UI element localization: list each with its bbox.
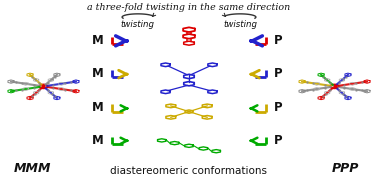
Text: diastereomeric conformations: diastereomeric conformations	[110, 165, 268, 176]
Text: twisting: twisting	[120, 20, 154, 29]
Text: M: M	[92, 67, 104, 80]
Text: M: M	[92, 34, 104, 47]
Text: P: P	[274, 101, 283, 114]
Text: P: P	[274, 67, 283, 80]
Text: P: P	[274, 134, 283, 147]
Text: M: M	[92, 134, 104, 147]
Text: PPP: PPP	[332, 163, 359, 175]
Text: a three-fold twisting in the same direction: a three-fold twisting in the same direct…	[87, 3, 291, 12]
Text: M: M	[92, 101, 104, 114]
Text: twisting: twisting	[224, 20, 258, 29]
Text: MMM: MMM	[13, 163, 51, 175]
Text: P: P	[274, 34, 283, 47]
